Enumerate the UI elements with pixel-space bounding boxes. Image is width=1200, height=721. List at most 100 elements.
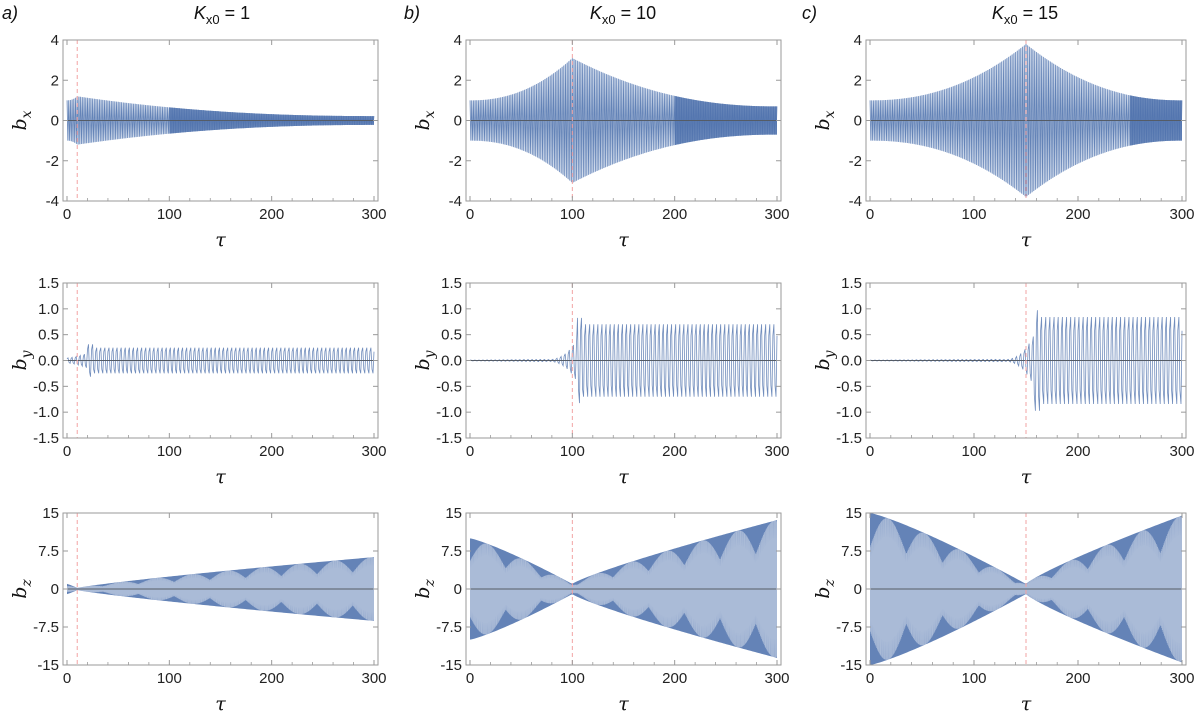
panel-c-bz: -15 -7.5 0 7.5 15 0 100 200 300 τ bz	[812, 505, 1195, 715]
y-label-sub: z	[422, 579, 438, 588]
plot-area	[66, 344, 375, 377]
x-tick-label: 200	[1065, 443, 1090, 460]
y-tick-label: -4	[46, 193, 59, 210]
y-axis-label: by	[9, 349, 35, 370]
panel-c-bx: -4 -2 0 2 4 0 100 200 300 τ bx	[812, 32, 1195, 251]
y-tick-label: 4	[51, 32, 59, 49]
column-title: Kx0 = 10	[590, 3, 656, 27]
x-tick-label: 200	[662, 443, 687, 460]
column-header-0: a) Kx0 = 1	[2, 3, 250, 27]
y-tick-label: -1.5	[33, 430, 59, 447]
column-header-2: c) Kx0 = 15	[802, 3, 1058, 27]
x-tick-label: 100	[560, 443, 585, 460]
x-tick-label: 200	[259, 206, 284, 223]
y-tick-label: -1.5	[436, 430, 462, 447]
y-label-sub: x	[822, 110, 838, 118]
x-tick-label: 200	[1065, 206, 1090, 223]
x-tick-label: 300	[361, 670, 386, 687]
y-tick-label: -15	[440, 657, 462, 674]
title-sub: x0	[1004, 12, 1018, 27]
y-tick-label: 1.5	[441, 275, 462, 292]
y-tick-label: -0.5	[836, 378, 862, 395]
y-label-sub: z	[822, 579, 838, 588]
title-rest: = 15	[1018, 3, 1059, 23]
y-tick-label: 4	[854, 32, 862, 49]
x-tick-label: 200	[259, 670, 284, 687]
y-tick-label: 0	[51, 113, 59, 130]
title-main: K	[590, 3, 603, 23]
x-tick-label: 100	[961, 206, 986, 223]
x-tick-label: 0	[466, 670, 474, 687]
y-axis-label: bz	[412, 579, 438, 599]
y-tick-label: -15	[37, 657, 59, 674]
y-tick-label: 0	[854, 113, 862, 130]
y-label-main: b	[812, 118, 834, 130]
y-axis-label: bz	[9, 579, 35, 599]
x-axis-label: τ	[1021, 466, 1032, 488]
y-tick-label: 0.0	[38, 353, 59, 370]
series-line	[469, 317, 778, 404]
x-tick-label: 200	[662, 670, 687, 687]
y-label-sub: x	[422, 110, 438, 118]
y-label-sub: y	[422, 349, 438, 359]
y-tick-label: 7.5	[38, 543, 59, 560]
panel-a-bx: -4 -2 0 2 4 0 100 200 300 τ bx	[9, 32, 387, 251]
column-title: Kx0 = 15	[992, 3, 1058, 27]
panel-b-bz: -15 -7.5 0 7.5 15 0 100 200 300 τ bz	[412, 505, 790, 715]
y-tick-label: 0	[454, 113, 462, 130]
y-tick-label: -7.5	[33, 619, 59, 636]
y-axis-label: bx	[9, 110, 35, 130]
y-label-main: b	[412, 587, 434, 599]
y-tick-label: 7.5	[441, 543, 462, 560]
x-tick-label: 300	[1169, 443, 1194, 460]
y-tick-label: 1.0	[841, 301, 862, 318]
y-axis-label: bz	[812, 579, 838, 599]
x-axis-label: τ	[215, 466, 226, 488]
y-tick-label: 15	[445, 505, 462, 522]
panel-letter: b)	[404, 3, 420, 23]
y-axis-label: bx	[812, 110, 838, 130]
y-tick-label: 0.5	[841, 327, 862, 344]
y-tick-label: 1.0	[441, 301, 462, 318]
y-tick-label: 0.5	[38, 327, 59, 344]
y-axis-label: bx	[412, 110, 438, 130]
x-tick-label: 300	[764, 443, 789, 460]
y-tick-label: -7.5	[436, 619, 462, 636]
x-axis-label: τ	[618, 229, 629, 251]
y-tick-label: 1.5	[841, 275, 862, 292]
title-sub: x0	[206, 12, 220, 27]
title-main: K	[992, 3, 1005, 23]
y-tick-label: 0	[454, 581, 462, 598]
x-tick-label: 0	[866, 206, 874, 223]
x-tick-label: 100	[157, 443, 182, 460]
panel-b-bx: -4 -2 0 2 4 0 100 200 300 τ bx	[412, 32, 790, 251]
y-tick-label: 2	[51, 72, 59, 89]
y-tick-label: 2	[454, 72, 462, 89]
y-label-sub: y	[19, 349, 35, 359]
y-tick-label: -2	[46, 153, 59, 170]
y-tick-label: 15	[42, 505, 59, 522]
series-line	[66, 344, 375, 377]
panel-letter: c)	[802, 3, 817, 23]
y-tick-label: -7.5	[836, 619, 862, 636]
y-label-sub: y	[822, 349, 838, 359]
x-tick-label: 300	[1169, 670, 1194, 687]
x-tick-label: 100	[961, 670, 986, 687]
panel-a-bz: -15 -7.5 0 7.5 15 0 100 200 300 τ bz	[9, 505, 387, 715]
panel-b-by: -1.5 -1.0 -0.5 0.0 0.5 1.0 1.5 0 100 200 300 τ by	[412, 275, 790, 488]
y-tick-label: -0.5	[33, 378, 59, 395]
x-tick-label: 300	[764, 670, 789, 687]
x-tick-label: 100	[961, 443, 986, 460]
x-tick-label: 0	[63, 443, 71, 460]
y-label-main: b	[9, 118, 31, 130]
x-tick-label: 0	[466, 443, 474, 460]
y-tick-label: -4	[849, 193, 862, 210]
x-tick-label: 300	[1169, 206, 1194, 223]
y-tick-label: 2	[854, 72, 862, 89]
title-main: K	[194, 3, 207, 23]
y-tick-label: 7.5	[841, 543, 862, 560]
y-tick-label: 0.0	[841, 353, 862, 370]
x-axis-label: τ	[1021, 693, 1032, 715]
y-tick-label: -1.0	[436, 404, 462, 421]
x-tick-label: 100	[157, 670, 182, 687]
